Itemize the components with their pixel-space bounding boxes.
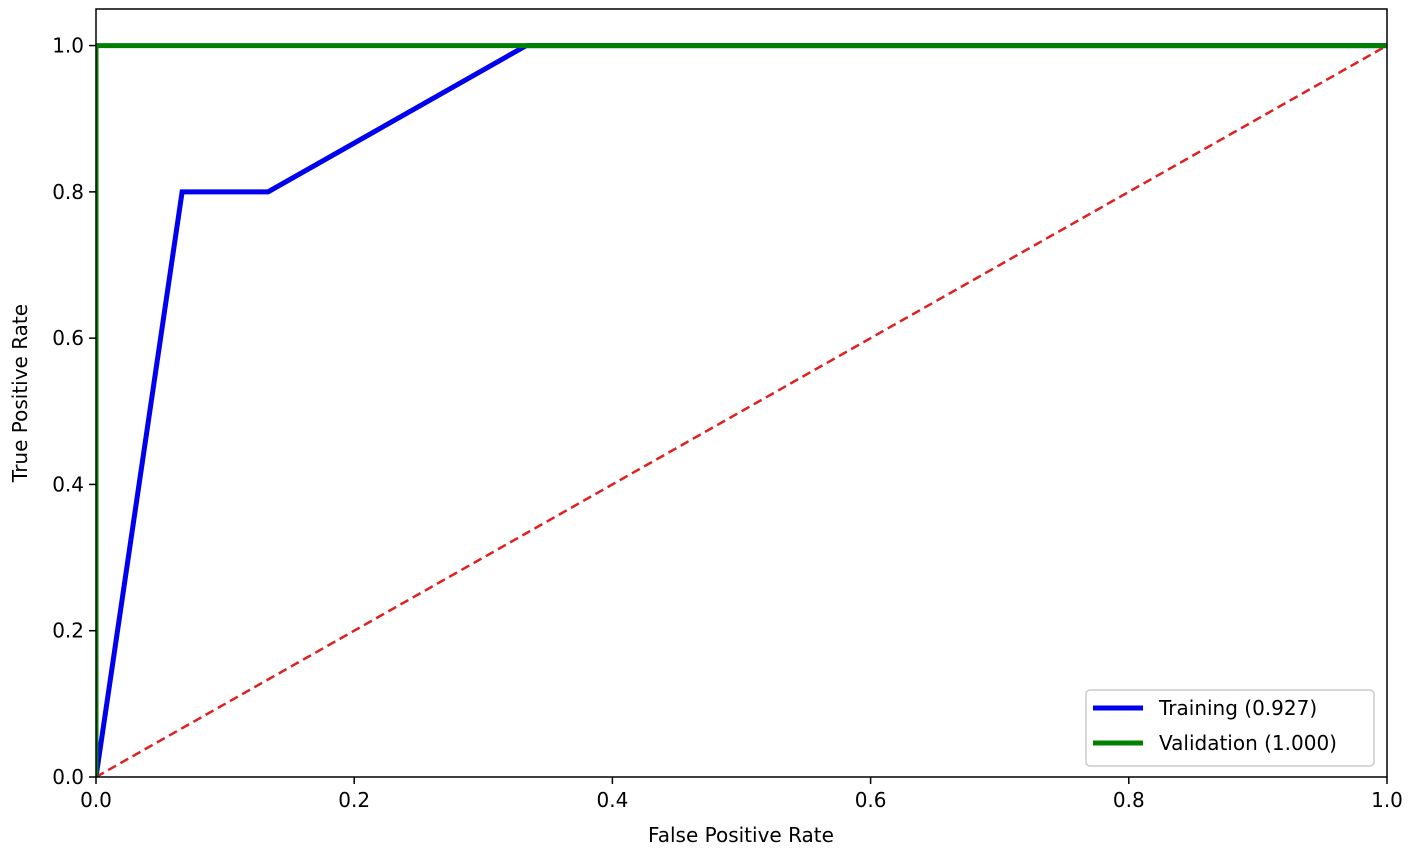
legend-frame — [1085, 689, 1375, 767]
x-tick-label: 0.0 — [80, 788, 112, 812]
legend-label-training: Training (0.927) — [1158, 696, 1317, 720]
x-tick-label: 0.6 — [855, 788, 887, 812]
series-line-validation — [96, 43, 1387, 777]
legend: Training (0.927) Validation (1.000) — [1085, 689, 1375, 767]
y-axis-label: True Positive Rate — [8, 304, 32, 483]
legend-label-validation: Validation (1.000) — [1159, 731, 1337, 755]
x-tick-label: 0.8 — [1113, 788, 1145, 812]
y-tick-label: 1.0 — [52, 34, 84, 58]
x-tick-label: 0.2 — [338, 788, 370, 812]
x-tick-label: 0.4 — [596, 788, 628, 812]
y-tick-label: 0.2 — [52, 619, 84, 643]
axes: 0.0 0.2 0.4 0.6 0.8 1.0 0.0 0.2 0.4 0.6 0.8 1.0 — [52, 8, 1403, 812]
plot-area — [96, 43, 1388, 779]
reference-line — [96, 44, 1388, 779]
x-axis-label: False Positive Rate — [648, 823, 834, 847]
y-tick-label: 0.4 — [52, 472, 84, 496]
series-group — [96, 43, 1388, 779]
axes-frame — [95, 8, 1388, 778]
y-tick-label: 0.6 — [52, 326, 84, 350]
y-tick-label: 0.8 — [52, 180, 84, 204]
y-tick-label: 0.0 — [52, 765, 84, 789]
x-tick-label: 1.0 — [1371, 788, 1403, 812]
